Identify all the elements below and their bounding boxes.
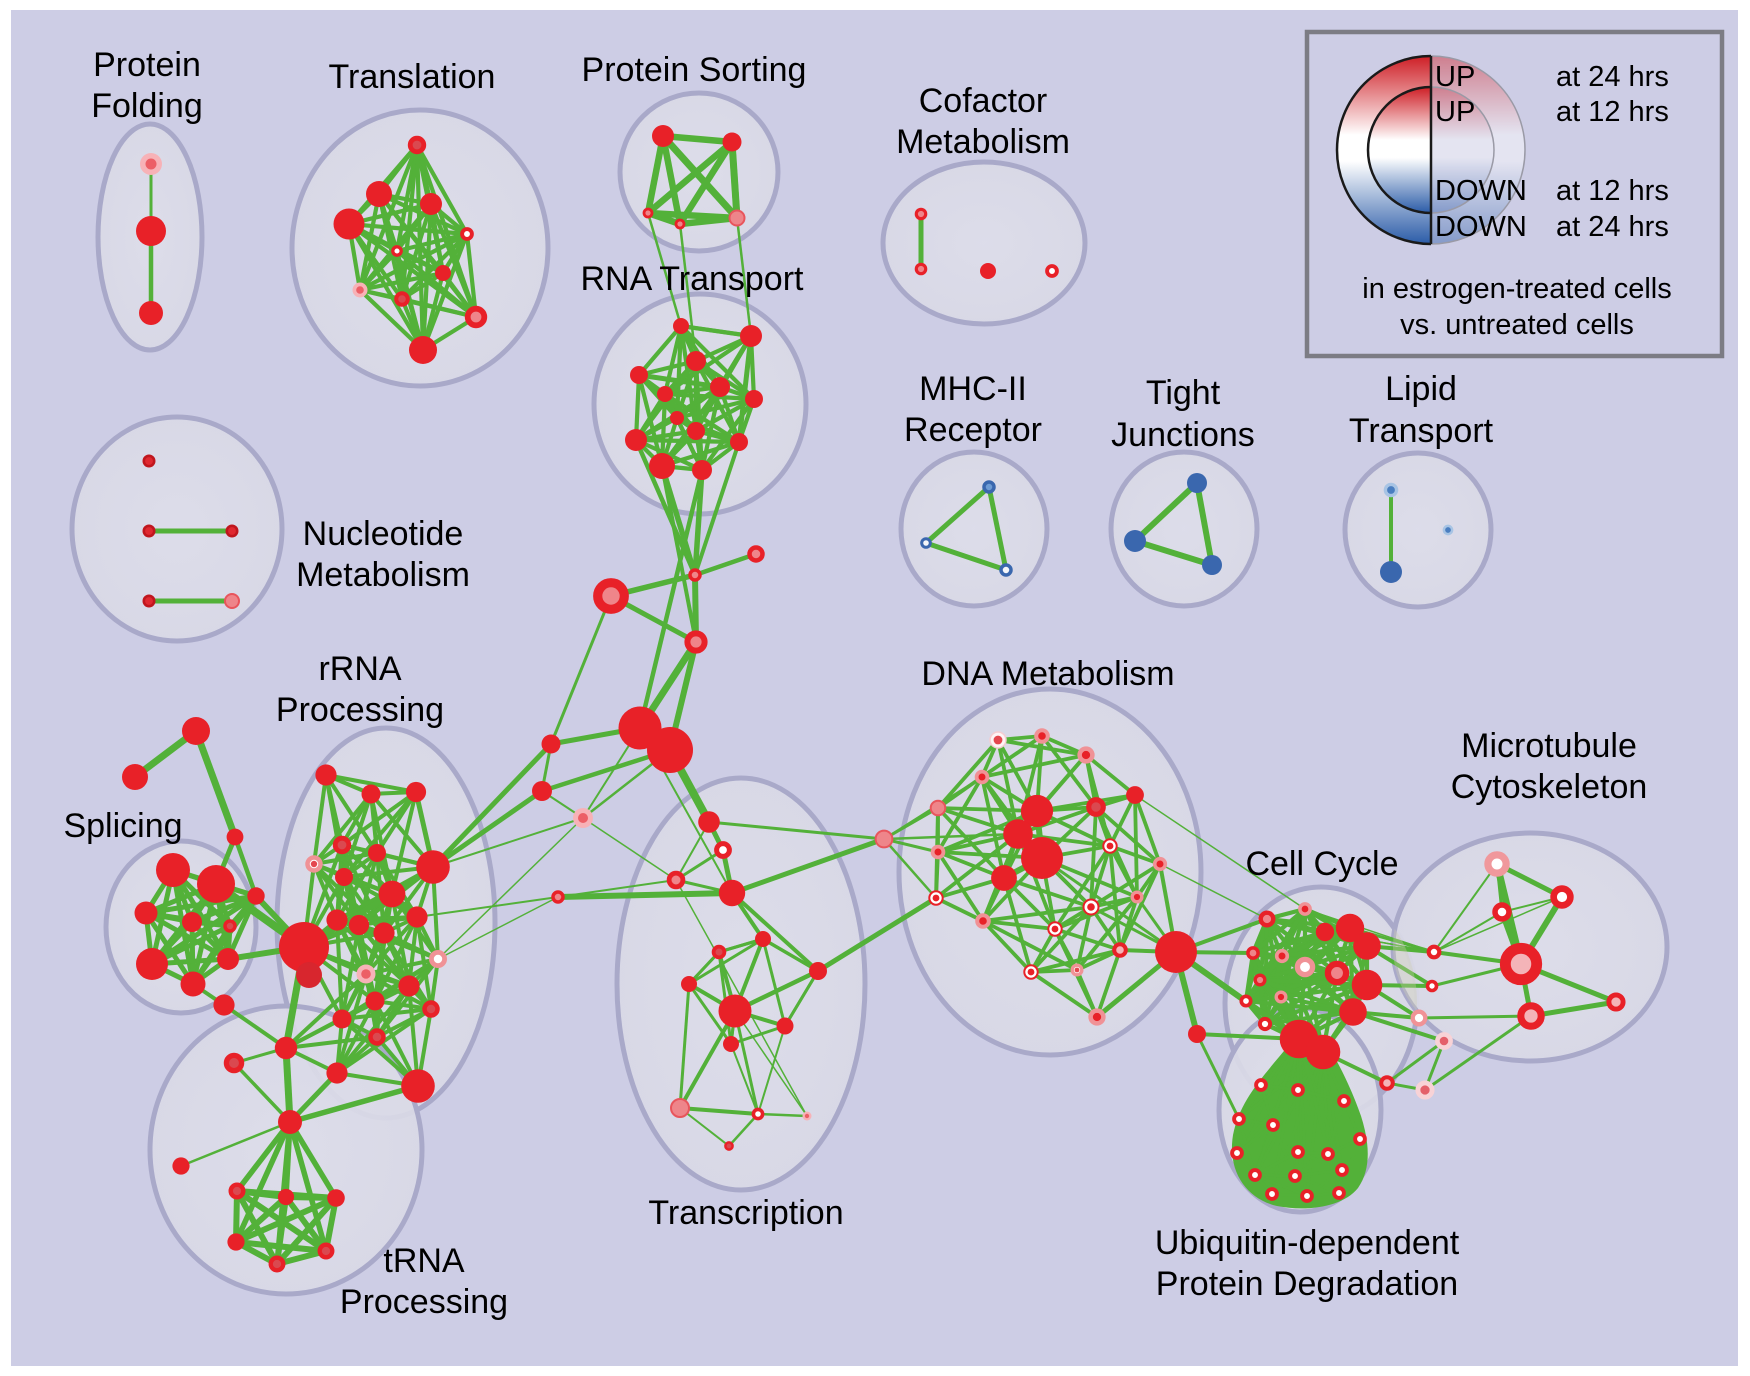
svg-text:Metabolism: Metabolism (296, 556, 470, 594)
svg-text:at 12 hrs: at 12 hrs (1556, 175, 1669, 207)
svg-text:Folding: Folding (91, 87, 203, 125)
svg-text:Microtubule: Microtubule (1461, 727, 1637, 765)
svg-text:Receptor: Receptor (904, 411, 1042, 449)
svg-text:Splicing: Splicing (63, 807, 182, 845)
svg-text:Translation: Translation (329, 58, 496, 96)
svg-text:UP: UP (1435, 61, 1475, 93)
svg-text:MHC-II: MHC-II (919, 370, 1027, 408)
svg-text:at 12 hrs: at 12 hrs (1556, 96, 1669, 128)
svg-text:at 24 hrs: at 24 hrs (1556, 211, 1669, 243)
svg-text:vs. untreated cells: vs. untreated cells (1400, 309, 1634, 341)
svg-text:Protein: Protein (93, 46, 201, 84)
svg-text:DNA Metabolism: DNA Metabolism (921, 655, 1174, 693)
svg-text:Transport: Transport (1349, 412, 1494, 450)
svg-text:Processing: Processing (340, 1283, 508, 1321)
svg-text:at 24 hrs: at 24 hrs (1556, 61, 1669, 93)
svg-text:Cytoskeleton: Cytoskeleton (1451, 768, 1648, 806)
svg-text:Cell Cycle: Cell Cycle (1245, 845, 1398, 883)
svg-text:Tight: Tight (1146, 374, 1221, 412)
svg-text:DOWN: DOWN (1435, 211, 1527, 243)
svg-text:rRNA: rRNA (318, 650, 401, 688)
svg-text:DOWN: DOWN (1435, 175, 1527, 207)
svg-text:Transcription: Transcription (648, 1194, 843, 1232)
svg-text:Nucleotide: Nucleotide (303, 515, 464, 553)
svg-text:UP: UP (1435, 96, 1475, 128)
svg-text:Junctions: Junctions (1111, 416, 1255, 454)
svg-text:Lipid: Lipid (1385, 370, 1457, 408)
svg-text:in estrogen-treated cells: in estrogen-treated cells (1362, 273, 1672, 305)
svg-text:Ubiquitin-dependent: Ubiquitin-dependent (1155, 1224, 1460, 1262)
svg-text:tRNA: tRNA (383, 1242, 465, 1280)
svg-text:Cofactor: Cofactor (919, 82, 1048, 120)
svg-text:RNA Transport: RNA Transport (581, 260, 805, 298)
svg-text:Metabolism: Metabolism (896, 123, 1070, 161)
svg-text:Protein Sorting: Protein Sorting (582, 51, 807, 89)
svg-text:Protein Degradation: Protein Degradation (1156, 1265, 1458, 1303)
svg-text:Processing: Processing (276, 691, 444, 729)
